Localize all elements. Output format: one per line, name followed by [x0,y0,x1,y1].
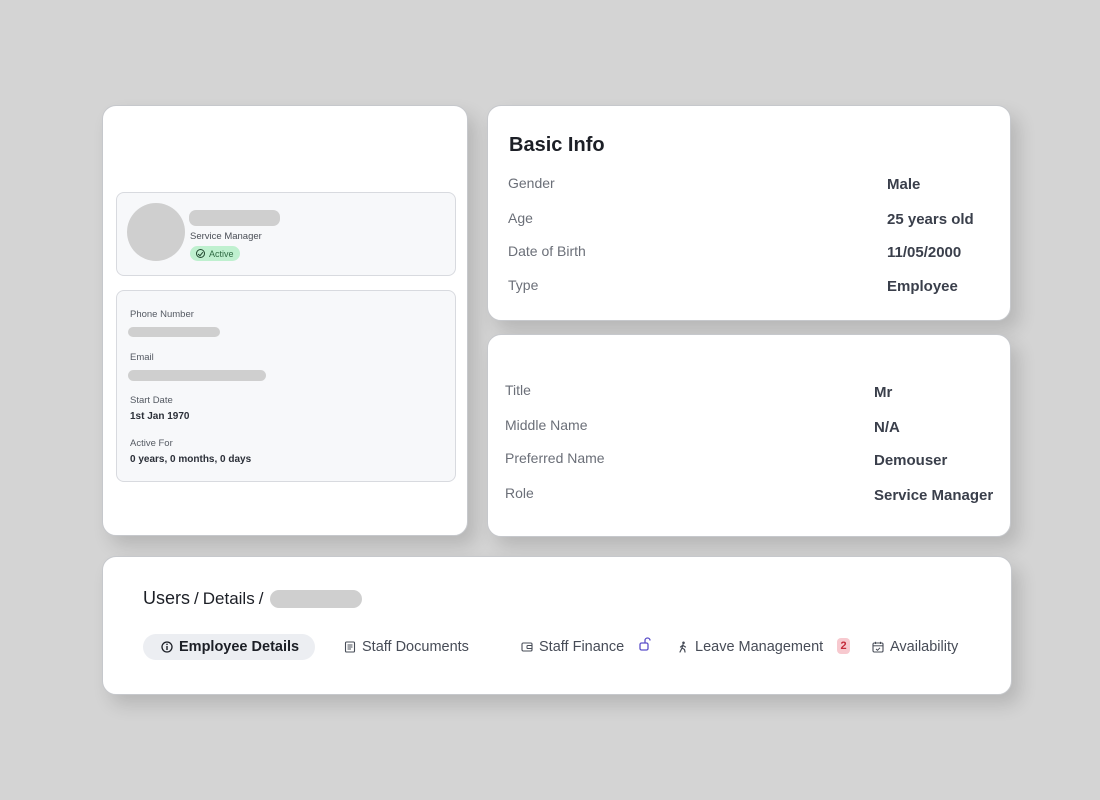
start-date-value: 1st Jan 1970 [130,411,190,422]
start-date-label: Start Date [130,395,173,406]
breadcrumb: Users / Details / [143,588,363,609]
breadcrumb-separator: / [258,588,264,608]
calendar-icon [872,641,884,653]
info-icon [161,641,173,653]
job-title: Service Manager [190,231,262,242]
gender-value: Male [887,176,921,193]
type-value: Employee [887,278,958,295]
contact-box: Phone Number Email Start Date 1st Jan 19… [116,290,456,482]
tab-label: Availability [890,639,959,655]
status-label: Active [209,248,234,259]
breadcrumb-users[interactable]: Users [143,588,191,608]
role-value: Service Manager [874,487,994,504]
active-for-label: Active For [130,438,173,449]
profile-card: Service Manager Active Phone Number Emai… [102,105,468,536]
tab-leave-management[interactable]: Leave Management [677,634,823,660]
dob-label: Date of Birth [508,243,586,259]
email-placeholder [128,370,266,381]
middle-name-label: Middle Name [505,417,588,433]
tab-label: Staff Finance [539,639,625,655]
avatar [127,203,185,261]
basic-info-card: Basic Info Gender Male Age 25 years old … [487,105,1011,321]
tab-employee-details[interactable]: Employee Details [143,634,316,660]
check-circle-icon [196,249,205,258]
age-value: 25 years old [887,211,974,228]
status-badge: Active [190,246,240,261]
basic-info-title: Basic Info [509,134,605,156]
gender-label: Gender [508,175,555,191]
role-label: Role [505,485,534,501]
age-label: Age [508,210,533,226]
breadcrumb-separator: / [194,588,199,608]
identity-box: Service Manager Active [116,192,456,276]
tab-label: Staff Documents [362,639,469,655]
name-placeholder [189,210,280,226]
preferred-name-label: Preferred Name [505,450,605,466]
type-label: Type [508,277,539,293]
tab-availability[interactable]: Availability [872,634,958,660]
tab-staff-finance[interactable]: Staff Finance [521,634,624,660]
breadcrumb-details[interactable]: Details [202,588,255,608]
dob-value: 11/05/2000 [887,244,962,261]
phone-placeholder [128,327,220,337]
title-label: Title [505,382,531,398]
tab-label: Leave Management [695,639,824,655]
active-for-value: 0 years, 0 months, 0 days [130,454,252,465]
tab-staff-documents[interactable]: Staff Documents [344,634,469,660]
middle-name-value: N/A [874,419,900,436]
document-icon [344,641,356,653]
name-info-card: Title Mr Middle Name N/A Preferred Name … [487,334,1011,537]
title-value: Mr [874,384,893,401]
wallet-icon [521,642,533,652]
phone-label: Phone Number [130,309,194,320]
tab-label: Employee Details [179,639,300,655]
walking-person-icon [679,641,687,653]
email-label: Email [130,352,154,363]
navigation-card: Users / Details / Employee Details Staff… [102,556,1012,695]
unlocked-padlock-icon [639,637,651,651]
preferred-name-value: Demouser [874,452,948,469]
breadcrumb-name-placeholder [270,589,363,608]
leave-count-badge: 2 [837,638,850,654]
